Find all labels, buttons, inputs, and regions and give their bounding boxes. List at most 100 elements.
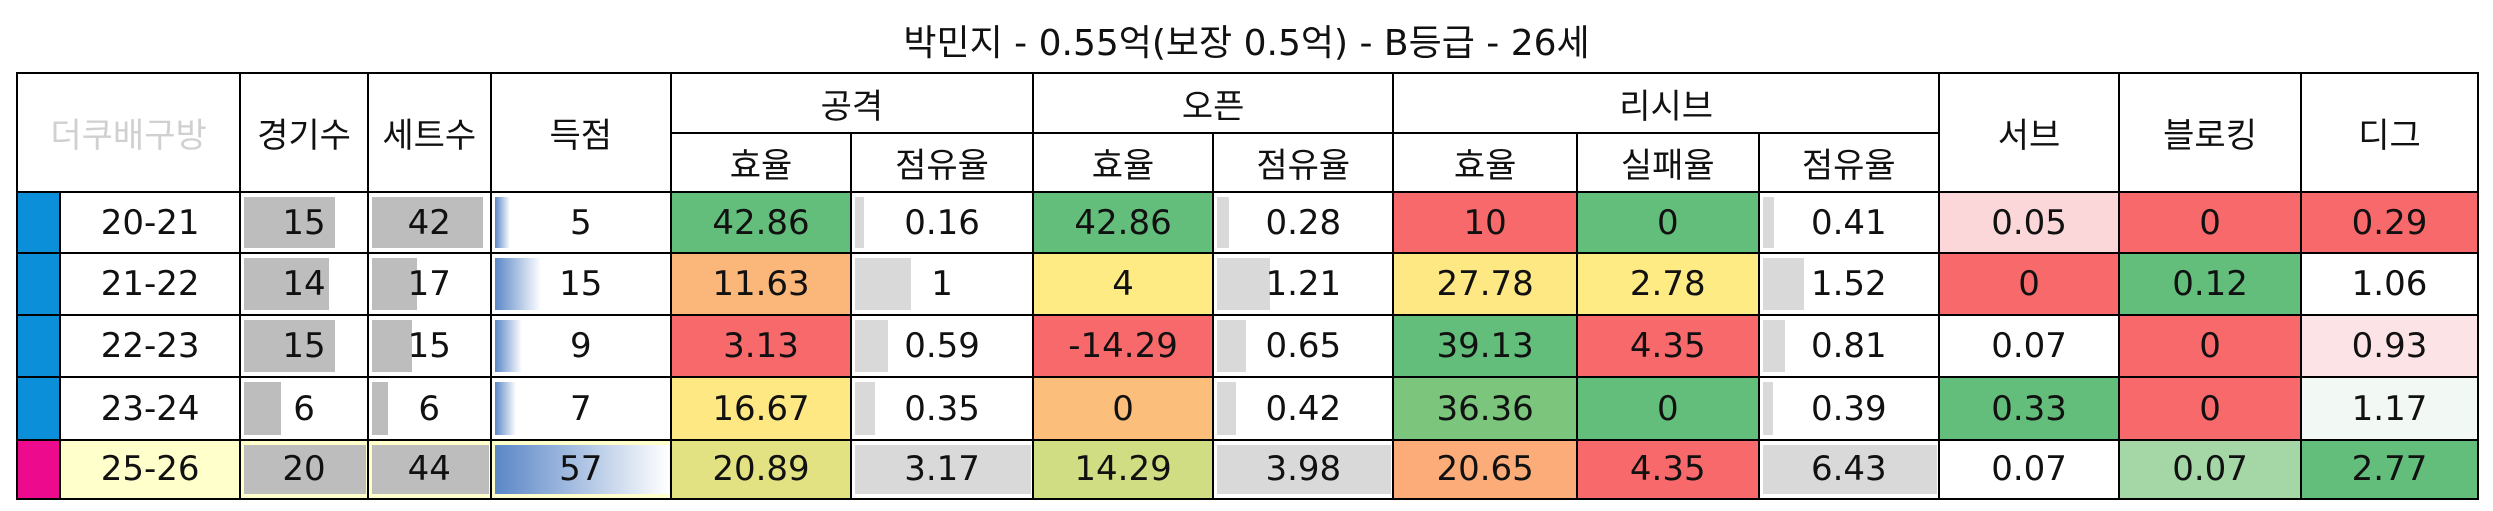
cell-text: 10: [1463, 202, 1507, 243]
value-cell: 0: [2118, 376, 2302, 441]
value-cell: 0: [1575, 191, 1760, 254]
value-cell: 0.33: [1937, 376, 2121, 441]
data-bar: [1217, 320, 1246, 373]
value-cell: 1.52: [1757, 252, 1940, 317]
cell-text: 0.81: [1810, 326, 1887, 367]
value-cell: 20.89: [669, 438, 853, 500]
corner-header: 더쿠배구방: [15, 71, 242, 194]
cell-text: 실패율: [1620, 146, 1715, 187]
season: 25-26: [59, 438, 242, 500]
value-cell: 0.42: [1212, 376, 1395, 441]
cell-text: 0.35: [904, 388, 980, 429]
data-bar: [244, 197, 336, 248]
cell-text: 0: [2018, 264, 2040, 305]
data-bar: [855, 382, 875, 435]
data-bar: [1217, 197, 1230, 248]
value-cell: 0.59: [850, 314, 1034, 379]
cell-text: 6: [418, 388, 441, 429]
value-cell: 15: [239, 191, 369, 254]
row-marker: [15, 252, 61, 317]
column-header: 블로킹: [2118, 71, 2302, 194]
column-header: 세트수: [366, 71, 492, 194]
value-cell: 15: [239, 314, 369, 379]
cell-text: 57: [559, 449, 603, 490]
cell-text: 15: [559, 264, 603, 305]
cell-text: 42: [407, 202, 451, 243]
data-bar: [1762, 197, 1774, 248]
cell-text: 점유율: [1256, 146, 1351, 187]
cell-text: 6: [293, 388, 315, 429]
cell-text: 0: [1656, 202, 1679, 243]
value-cell: 16.67: [669, 376, 853, 441]
group-header: 공격: [669, 71, 1034, 135]
value-cell: 0.39: [1757, 376, 1940, 441]
row-marker: [15, 191, 61, 254]
value-cell: 9: [489, 314, 672, 379]
cell-text: 20.65: [1436, 449, 1534, 490]
value-cell: 6: [239, 376, 369, 441]
cell-text: 디그: [2358, 116, 2421, 157]
cell-text: 0.29: [2351, 202, 2428, 243]
value-cell: 3.98: [1212, 438, 1395, 500]
cell-text: 15: [407, 326, 451, 367]
data-bar: [494, 258, 541, 311]
row-marker: [15, 376, 61, 441]
cell-text: 2.77: [2351, 449, 2428, 490]
sub-header: 효율: [669, 132, 853, 194]
group-header: 오픈: [1031, 71, 1395, 135]
cell-text: 1.52: [1810, 264, 1887, 305]
cell-text: 0.16: [904, 202, 980, 243]
cell-text: 20-21: [100, 202, 200, 243]
cell-text: -14.29: [1068, 326, 1178, 367]
cell-text: 39.13: [1436, 326, 1534, 367]
cell-text: 4.35: [1629, 449, 1706, 490]
value-cell: 42.86: [1031, 191, 1215, 254]
cell-text: 7: [569, 388, 592, 429]
cell-text: 15: [282, 202, 326, 243]
value-cell: 0: [1937, 252, 2121, 317]
cell-text: 14: [282, 264, 326, 305]
data-bar: [1762, 444, 1937, 494]
cell-text: 3.98: [1265, 449, 1342, 490]
cell-text: 점유율: [895, 146, 989, 187]
value-cell: 4.35: [1575, 438, 1760, 500]
column-header: 득점: [489, 71, 672, 194]
data-bar: [371, 382, 388, 435]
cell-text: 0.33: [1991, 388, 2067, 429]
value-cell: 57: [489, 438, 672, 500]
value-cell: 14: [239, 252, 369, 317]
cell-text: 3.17: [904, 449, 980, 490]
value-cell: 10: [1392, 191, 1578, 254]
value-cell: 0.41: [1757, 191, 1940, 254]
cell-text: 20.89: [712, 449, 810, 490]
data-bar: [855, 320, 888, 373]
data-bar: [855, 258, 911, 311]
data-bar: [494, 197, 510, 248]
value-cell: 44: [366, 438, 492, 500]
cell-text: 0.42: [1265, 388, 1342, 429]
group-header: 리시브: [1392, 71, 1940, 135]
cell-text: 리시브: [1619, 86, 1714, 127]
value-cell: 42: [366, 191, 492, 254]
value-cell: 0.28: [1212, 191, 1395, 254]
column-header: 경기수: [239, 71, 369, 194]
value-cell: 15: [489, 252, 672, 317]
cell-text: 6.43: [1810, 449, 1887, 490]
value-cell: 0.07: [1937, 438, 2121, 500]
value-cell: 4: [1031, 252, 1215, 317]
value-cell: 1: [850, 252, 1034, 317]
data-bar: [244, 258, 330, 311]
data-bar: [494, 382, 517, 435]
cell-text: 득점: [549, 116, 613, 157]
value-cell: 0: [1031, 376, 1215, 441]
cell-text: 11.63: [712, 264, 810, 305]
cell-text: 블로킹: [2163, 116, 2257, 157]
cell-text: 16.67: [712, 388, 810, 429]
season: 20-21: [59, 191, 242, 254]
cell-text: 공격: [820, 86, 884, 127]
cell-text: 0.65: [1265, 326, 1342, 367]
cell-text: 17: [407, 264, 451, 305]
value-cell: 39.13: [1392, 314, 1578, 379]
cell-text: 0: [1112, 388, 1134, 429]
cell-text: 경기수: [257, 116, 351, 157]
